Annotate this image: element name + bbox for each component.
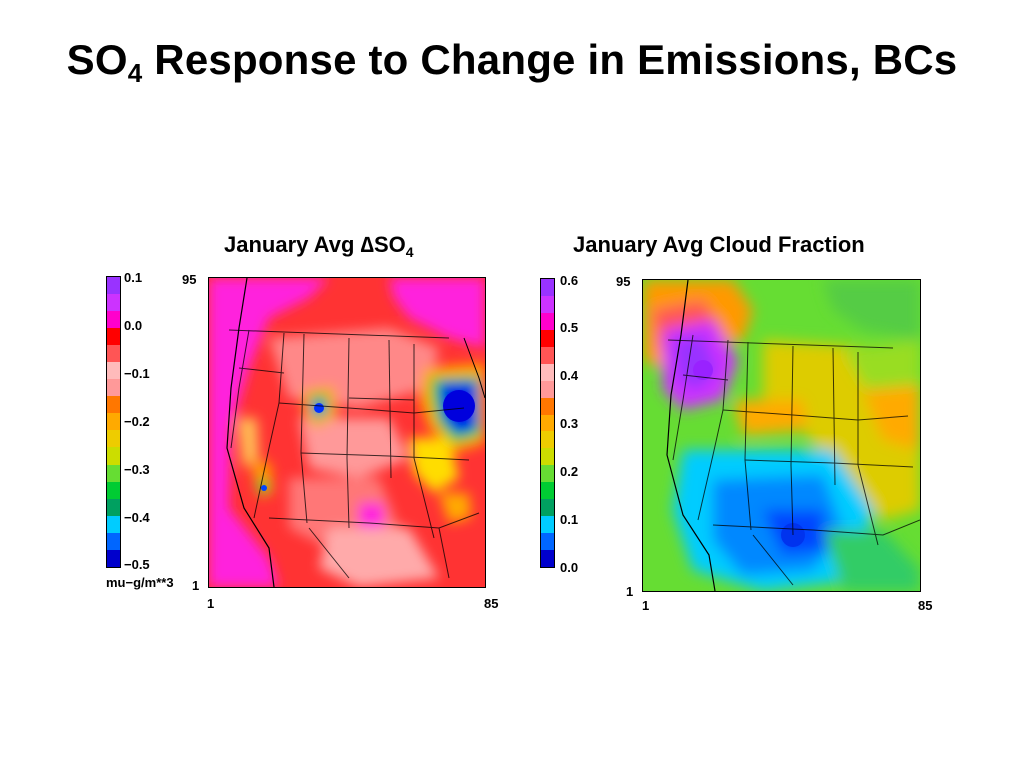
colorbar-tick-label: 0.5 — [560, 320, 579, 335]
colorbar-swatch — [107, 277, 120, 295]
colorbar-swatch — [107, 430, 120, 448]
x-axis-left-label: 1 — [642, 598, 650, 613]
colorbar-swatch — [541, 482, 554, 500]
colorbar-swatch — [107, 379, 120, 397]
x-axis-right-label: 85 — [918, 598, 933, 613]
colorbar-swatch — [541, 295, 554, 313]
panel-title-cloud-fraction: January Avg Cloud Fraction — [573, 232, 865, 257]
colorbar-swatch — [541, 380, 554, 398]
x-axis-right-label: 85 — [484, 596, 499, 611]
colorbar-swatch — [541, 550, 554, 567]
colorbar-swatch — [107, 345, 120, 363]
colorbar-tick-label: 0.0 — [124, 318, 143, 333]
colorbar-swatch — [541, 533, 554, 550]
colorbar-swatch — [107, 498, 120, 516]
colorbar-swatch — [541, 312, 554, 330]
x-axis-left-label: 1 — [207, 596, 215, 611]
y-axis-bottom-label: 1 — [626, 584, 634, 599]
y-axis-top-label: 95 — [182, 272, 197, 287]
colorbar-swatch — [541, 346, 554, 364]
colorbar-swatch — [107, 396, 120, 414]
colorbar-tick-label: 0.1 — [560, 512, 579, 527]
colorbar-swatch — [107, 362, 120, 380]
colorbar-swatch — [541, 499, 554, 517]
colorbar-swatch — [107, 328, 120, 346]
colorbar-swatch — [541, 448, 554, 466]
colorbar-swatch — [107, 481, 120, 499]
colorbar-swatch — [107, 532, 120, 550]
colorbar-swatch — [541, 329, 554, 347]
colorbar-tick-label: −0.4 — [124, 510, 150, 525]
colorbar-tick-label: 0.1 — [124, 270, 143, 285]
colorbar-unit-label: mu−g/m**3 — [106, 575, 174, 590]
colorbar-swatch — [107, 464, 120, 482]
colorbar-swatch — [541, 363, 554, 381]
colorbar-swatch — [541, 516, 554, 534]
colorbar-swatch — [541, 279, 554, 296]
y-axis-bottom-label: 1 — [192, 578, 200, 593]
colorbar-swatch — [107, 549, 120, 567]
cloud-fraction-map — [642, 279, 921, 592]
colorbar-tick-label: −0.1 — [124, 366, 150, 381]
colorbar-swatch — [107, 515, 120, 533]
colorbar-swatch — [107, 413, 120, 431]
y-axis-top-label: 95 — [616, 274, 631, 289]
colorbar-swatch — [541, 397, 554, 415]
colorbar-tick-label: −0.2 — [124, 414, 150, 429]
colorbar-tick-label: 0.4 — [560, 368, 579, 383]
colorbar-swatch — [107, 311, 120, 329]
colorbar-swatch — [541, 414, 554, 432]
colorbar-tick-label: 0.0 — [560, 560, 579, 575]
slide-title: SO4 Response to Change in Emissions, BCs — [66, 36, 958, 88]
colorbar-tick-label: −0.5 — [124, 557, 150, 572]
delta-so4-map — [208, 277, 486, 588]
panel-title-delta-so4: January Avg ∆SO4 — [224, 232, 414, 260]
colorbar-swatch — [541, 465, 554, 483]
colorbar-tick-label: 0.6 — [560, 273, 579, 288]
colorbar-cloud-fraction — [540, 278, 555, 568]
colorbar-tick-label: −0.3 — [124, 462, 150, 477]
colorbar-swatch — [107, 294, 120, 312]
colorbar-swatch — [107, 447, 120, 465]
colorbar-tick-label: 0.3 — [560, 416, 579, 431]
colorbar-swatch — [541, 431, 554, 449]
colorbar-tick-label: 0.2 — [560, 464, 579, 479]
colorbar-delta-so4 — [106, 276, 121, 568]
